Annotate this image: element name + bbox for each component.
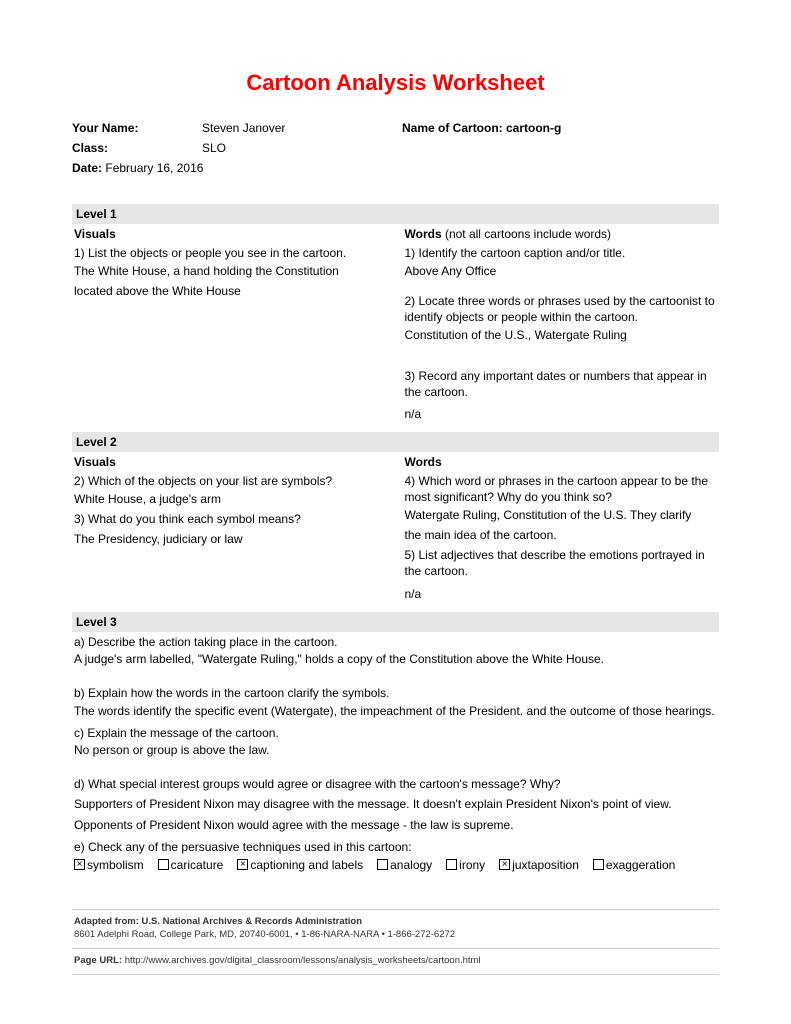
l2-visuals-heading: Visuals [74, 455, 116, 469]
l1r-q1: 1) Identify the cartoon caption and/or t… [405, 245, 718, 261]
checkbox-icon[interactable] [158, 859, 169, 870]
level1-words: Words (not all cartoons include words) 1… [403, 224, 720, 432]
technique-label: symbolism [87, 857, 144, 873]
l1-a1a: The White House, a hand holding the Cons… [74, 263, 387, 279]
l1-a1b: located above the White House [74, 283, 387, 299]
checkbox-icon[interactable]: × [74, 859, 85, 870]
l2-a4a: Watergate Ruling, Constitution of the U.… [405, 507, 718, 523]
checkbox-icon[interactable]: × [499, 859, 510, 870]
l3-qd: d) What special interest groups would ag… [74, 776, 717, 792]
header-block: Your Name: Steven Janover Name of Cartoo… [72, 120, 719, 177]
technique-option[interactable]: ×symbolism [74, 857, 144, 873]
l1r-q3: 3) Record any important dates or numbers… [405, 368, 718, 400]
l1r-a1: Above Any Office [405, 263, 718, 279]
technique-option[interactable]: caricature [158, 857, 224, 873]
footer-block: Adapted from: U.S. National Archives & R… [72, 909, 719, 949]
footer-adapted: Adapted from: U.S. National Archives & R… [74, 916, 717, 929]
l3-ad2: Opponents of President Nixon would agree… [74, 817, 717, 833]
l1r-a3: n/a [405, 406, 718, 422]
l2-q3: 3) What do you think each symbol means? [74, 511, 387, 527]
checkbox-icon[interactable] [446, 859, 457, 870]
class-label: Class: [72, 140, 202, 156]
l3-qc: c) Explain the message of the cartoon. [74, 725, 717, 741]
technique-label: analogy [390, 857, 432, 873]
level2-bar: Level 2 [72, 432, 719, 452]
checkbox-icon[interactable]: × [237, 859, 248, 870]
name-label: Your Name: [72, 120, 202, 136]
footer-url: http://www.archives.gov/digital_classroo… [125, 955, 481, 966]
l1r-q2: 2) Locate three words or phrases used by… [405, 293, 718, 325]
technique-option[interactable]: ×captioning and labels [237, 857, 363, 873]
l3-aa: A judge's arm labelled, "Watergate Rulin… [74, 651, 717, 667]
l3-qe: e) Check any of the persuasive technique… [74, 839, 717, 855]
level1-visuals: Visuals 1) List the objects or people yo… [72, 224, 389, 432]
footer-address: 8601 Adelphi Road, College Park, MD, 207… [74, 929, 717, 942]
l3-ab: The words identify the specific event (W… [74, 703, 717, 719]
technique-option[interactable]: exaggeration [593, 857, 675, 873]
techniques-row: ×symbolismcaricature×captioning and labe… [74, 857, 717, 873]
technique-label: exaggeration [606, 857, 675, 873]
level2-content: Visuals 2) Which of the objects on your … [72, 452, 719, 612]
level1-content: Visuals 1) List the objects or people yo… [72, 224, 719, 432]
l2-q4: 4) Which word or phrases in the cartoon … [405, 473, 718, 505]
l2-a4b: the main idea of the cartoon. [405, 527, 718, 543]
level3-content: a) Describe the action taking place in t… [72, 632, 719, 887]
level2-visuals: Visuals 2) Which of the objects on your … [72, 452, 389, 612]
level2-words: Words 4) Which word or phrases in the ca… [403, 452, 720, 612]
cartoon-name: Name of Cartoon: cartoon-g [402, 120, 719, 136]
l2-a2: White House, a judge's arm [74, 491, 387, 507]
l3-ad1: Supporters of President Nixon may disagr… [74, 796, 717, 812]
footer-url-label: Page URL: [74, 955, 122, 966]
technique-label: juxtaposition [512, 857, 579, 873]
l2-words-heading: Words [405, 455, 442, 469]
page-title: Cartoon Analysis Worksheet [72, 68, 719, 98]
l3-qa: a) Describe the action taking place in t… [74, 634, 717, 650]
l2-a3: The Presidency, judiciary or law [74, 531, 387, 547]
technique-label: captioning and labels [250, 857, 363, 873]
l3-ac: No person or group is above the law. [74, 742, 717, 758]
l2-q5: 5) List adjectives that describe the emo… [405, 547, 718, 579]
checkbox-icon[interactable] [593, 859, 604, 870]
visuals-heading: Visuals [74, 227, 116, 241]
date-label: Date: [72, 161, 102, 175]
level1-bar: Level 1 [72, 204, 719, 224]
class-value: SLO [202, 140, 402, 156]
technique-label: irony [459, 857, 485, 873]
level3-bar: Level 3 [72, 612, 719, 632]
l1-q1: 1) List the objects or people you see in… [74, 245, 387, 261]
l2-q2: 2) Which of the objects on your list are… [74, 473, 387, 489]
technique-label: caricature [171, 857, 224, 873]
technique-option[interactable]: analogy [377, 857, 432, 873]
l3-qb: b) Explain how the words in the cartoon … [74, 685, 717, 701]
date-line: Date: February 16, 2016 [72, 160, 402, 176]
words-heading: Words [405, 227, 442, 241]
l2-a5: n/a [405, 586, 718, 602]
footer-url-block: Page URL: http://www.archives.gov/digita… [72, 949, 719, 975]
l1r-a2: Constitution of the U.S., Watergate Ruli… [405, 327, 718, 343]
checkbox-icon[interactable] [377, 859, 388, 870]
technique-option[interactable]: irony [446, 857, 485, 873]
name-value: Steven Janover [202, 120, 402, 136]
technique-option[interactable]: ×juxtaposition [499, 857, 579, 873]
worksheet-page: Cartoon Analysis Worksheet Your Name: St… [0, 0, 791, 1024]
words-heading-note: (not all cartoons include words) [442, 227, 611, 241]
date-value: February 16, 2016 [105, 161, 203, 175]
